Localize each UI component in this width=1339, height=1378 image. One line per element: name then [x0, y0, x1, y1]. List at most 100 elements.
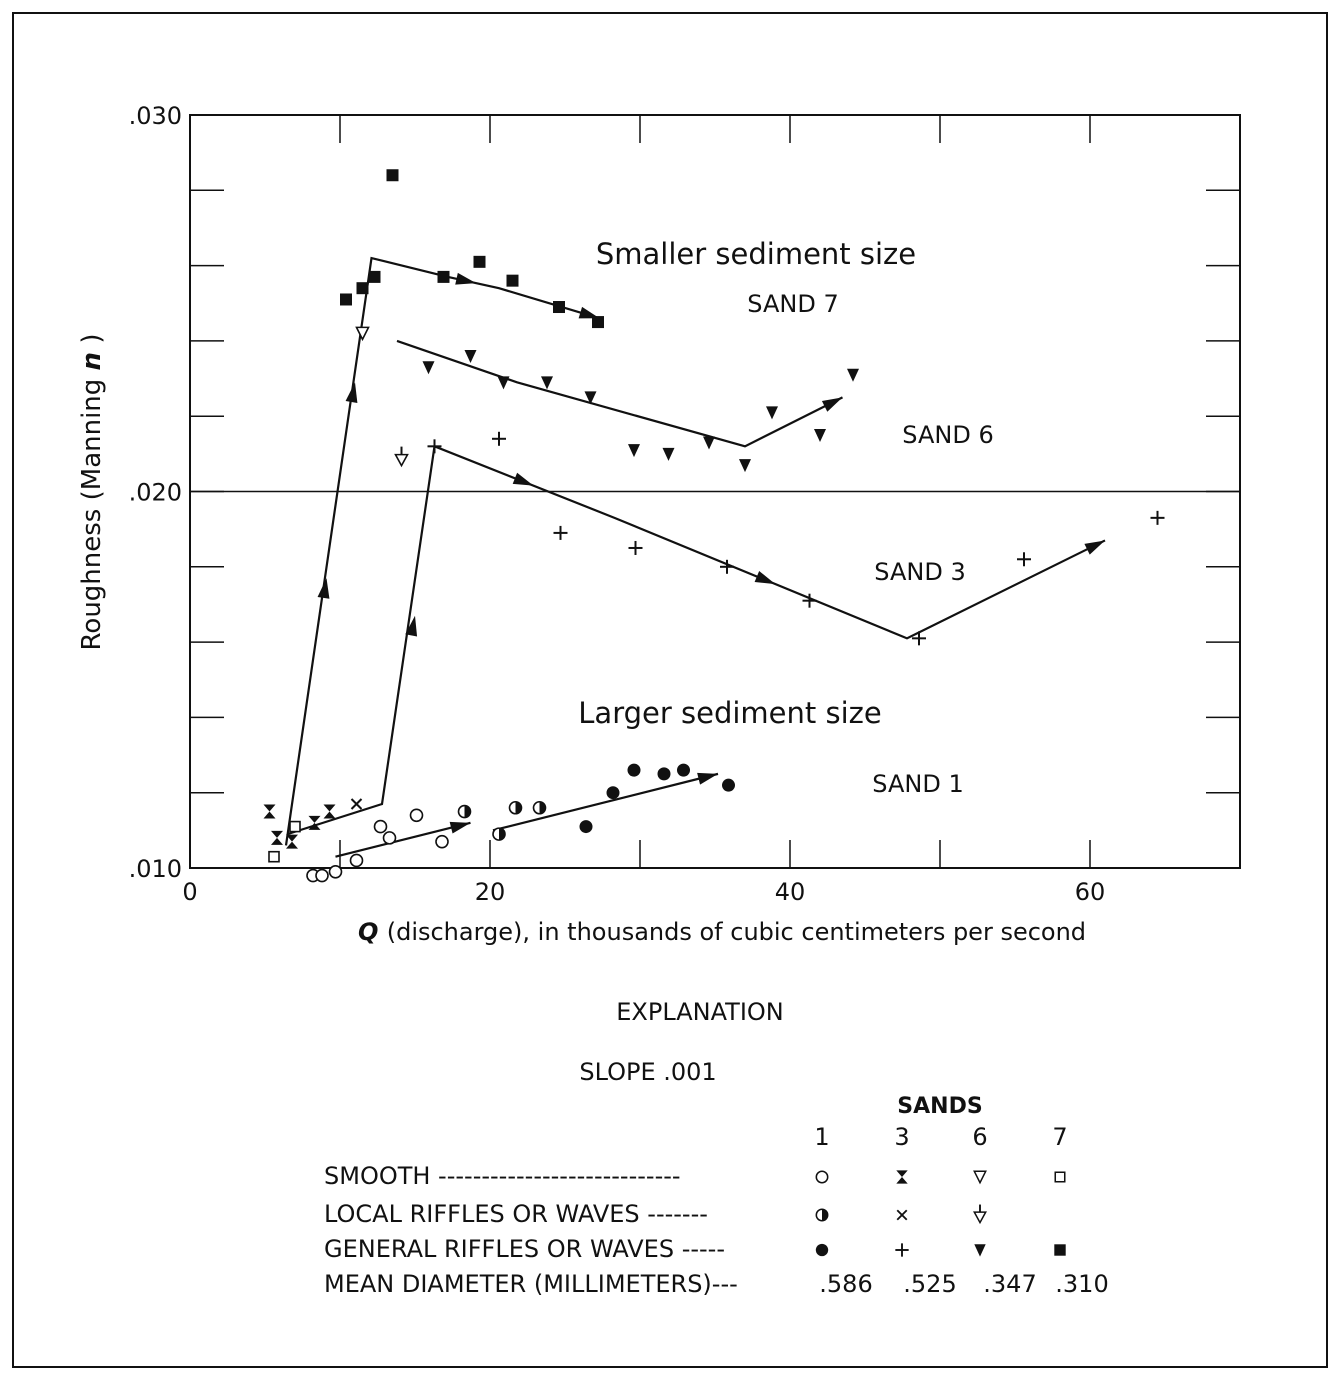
data-point	[766, 406, 778, 420]
legend-marker	[1054, 1244, 1066, 1256]
marker-shape	[289, 820, 301, 833]
y-tick-label: .030	[129, 102, 182, 130]
data-point	[606, 786, 620, 800]
data-point	[464, 349, 477, 363]
data-point	[508, 800, 523, 815]
legend-diameter-value: .310	[1055, 1270, 1108, 1298]
data-point	[847, 368, 859, 382]
marker-shape	[268, 850, 280, 863]
data-point	[492, 827, 506, 841]
marker-shape	[541, 376, 553, 390]
data-point	[722, 778, 735, 792]
trend-arrowhead	[1084, 540, 1105, 555]
marker-shape	[766, 406, 778, 420]
marker-shape	[382, 831, 397, 845]
legend-diameter-value: .525	[903, 1270, 956, 1298]
marker-shape	[739, 459, 751, 473]
data-point	[350, 798, 363, 810]
data-point	[553, 301, 565, 314]
legend-slope: SLOPE .001	[579, 1058, 716, 1086]
marker-shape	[349, 853, 364, 868]
data-point	[627, 763, 641, 777]
data-point	[579, 820, 593, 834]
marker-shape	[722, 778, 735, 792]
data-point	[356, 282, 369, 295]
annotation-larger-sediment: Larger sediment size	[578, 696, 881, 730]
data-point	[427, 439, 442, 454]
marker-shape	[323, 811, 336, 819]
data-point	[703, 436, 715, 450]
data-point	[323, 804, 336, 819]
data-point	[657, 767, 671, 781]
marker-shape	[308, 822, 321, 830]
annotation-sand7: SAND 7	[747, 290, 838, 318]
x-axis-variable: Q	[358, 918, 387, 946]
legend-diameter-value: .347	[983, 1270, 1036, 1298]
data-point	[349, 853, 364, 868]
marker-shape	[323, 804, 336, 812]
data-point	[457, 804, 472, 819]
rise-arrowhead	[405, 615, 418, 637]
marker-shape	[896, 1170, 908, 1177]
legend-marker	[974, 1244, 986, 1257]
legend-marker	[973, 1170, 987, 1185]
marker-shape	[703, 436, 715, 450]
x-tick-label: 20	[475, 878, 506, 906]
data-point	[592, 316, 604, 329]
data-point	[553, 525, 568, 540]
trend-arrowhead	[578, 306, 600, 319]
marker-stroke	[896, 1209, 908, 1221]
marker-shape	[286, 841, 298, 849]
data-point	[584, 391, 597, 405]
y-axis-text: Roughness (Manning	[77, 370, 107, 650]
marker-shape	[394, 453, 409, 468]
trend-arrowhead	[449, 821, 471, 834]
trend-line	[492, 772, 719, 832]
marker-shape	[340, 293, 352, 306]
marker-shape	[662, 447, 675, 461]
legend-diameter-value: .586	[819, 1270, 872, 1298]
data-point	[532, 800, 547, 815]
trend-arrowhead	[512, 472, 534, 486]
legend-marker	[815, 1243, 829, 1257]
marker-shape	[271, 837, 283, 845]
x-axis-label: Q (discharge), in thousands of cubic cen…	[358, 918, 1086, 946]
data-point	[506, 274, 519, 287]
data-point	[628, 444, 640, 458]
marker-shape	[896, 1177, 908, 1184]
marker-shape	[847, 368, 859, 382]
marker-shape	[328, 864, 343, 879]
data-point	[662, 447, 675, 461]
y-tick-label: .010	[129, 855, 182, 883]
marker-shape	[973, 1170, 987, 1185]
data-point	[435, 834, 449, 849]
marker-shape	[657, 767, 671, 781]
data-point	[437, 270, 450, 283]
data-point	[382, 831, 397, 845]
trend-line	[396, 339, 843, 448]
legend-column-number: 3	[894, 1123, 909, 1151]
marker-shape	[1054, 1171, 1066, 1183]
marker-shape	[814, 429, 826, 443]
figure-border	[12, 12, 1328, 1368]
legend-row-label: GENERAL RIFFLES OR WAVES -----	[324, 1235, 725, 1263]
legend-row-label: LOCAL RIFFLES OR WAVES -------	[324, 1200, 708, 1228]
marker-shape	[356, 282, 369, 295]
data-point	[422, 361, 435, 375]
marker-shape	[368, 270, 381, 283]
legend-marker	[896, 1209, 908, 1221]
marker-shape	[627, 763, 641, 777]
marker-shape	[422, 361, 435, 375]
data-point	[263, 804, 276, 819]
legend-marker	[815, 1208, 829, 1222]
trend-line	[284, 256, 600, 846]
x-tick-label: 0	[182, 878, 197, 906]
marker-stroke	[350, 798, 363, 810]
marker-shape	[506, 274, 519, 287]
data-point	[315, 868, 329, 883]
y-axis-variable: n	[77, 352, 107, 371]
data-point	[373, 819, 388, 834]
marker-shape	[677, 763, 690, 777]
data-point	[328, 864, 343, 879]
